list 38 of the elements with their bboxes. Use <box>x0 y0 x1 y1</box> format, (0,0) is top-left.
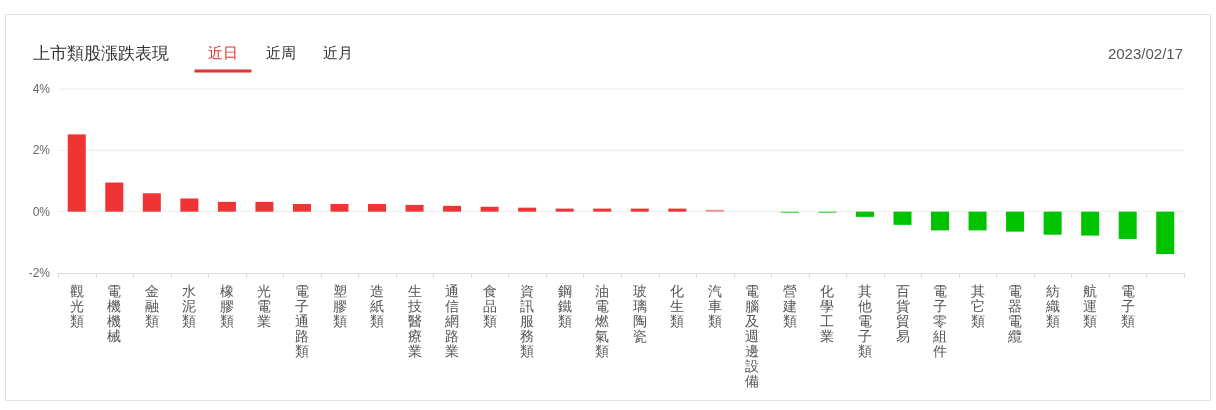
xtick: 塑膠類 <box>332 284 347 329</box>
xtick: 電子類 <box>1120 284 1135 329</box>
label: 近月 <box>323 44 353 61</box>
xtick: 電機機械 <box>107 284 122 344</box>
xtick: 光電業 <box>257 284 272 329</box>
xtick: 百貨貿易 <box>895 284 910 344</box>
xtick: 資訊服務類 <box>520 284 535 359</box>
xtick: 其它類 <box>970 284 985 329</box>
subtitle: 2023/02/17 <box>1107 45 1183 62</box>
label: 近日 <box>208 44 238 61</box>
xtick: 電子通路類 <box>294 284 309 359</box>
ytick: 4% <box>32 82 50 96</box>
xtick: 油電燃氣類 <box>595 284 610 359</box>
xtick: 食品類 <box>482 284 497 329</box>
xtick: 化生類 <box>670 284 685 329</box>
ytick: 0% <box>32 204 50 219</box>
xtick: 化學工業 <box>820 284 835 344</box>
xtick: 生技醫療業 <box>407 284 422 359</box>
xtick: 航運類 <box>1083 284 1098 329</box>
xtick: 電子零組件 <box>933 284 948 359</box>
title: 上市類股漲跌表現 <box>33 44 169 63</box>
xtick: 橡膠類 <box>219 284 234 329</box>
xtick: 營建類 <box>782 284 797 329</box>
xtick: 金融類 <box>144 284 159 329</box>
xtick: 水泥類 <box>182 284 197 329</box>
ytick: 2% <box>32 143 50 158</box>
label: 近周 <box>265 44 296 61</box>
xtick: 造紙類 <box>370 284 385 329</box>
xtick: 鋼鐵類 <box>557 284 572 329</box>
xtick: 汽車類 <box>707 284 722 329</box>
xtick: 電腦及週邊設備 <box>745 284 760 389</box>
xtick: 紡織類 <box>1045 284 1060 329</box>
xtick: 通信網路業 <box>445 284 460 359</box>
xtick: 觀光類 <box>69 284 84 329</box>
xtick: 玻璃陶瓷 <box>632 284 647 344</box>
xtick: 電器電纜 <box>1008 284 1023 344</box>
ytick: -2% <box>28 266 50 280</box>
xtick: 其他電子類 <box>857 284 872 359</box>
